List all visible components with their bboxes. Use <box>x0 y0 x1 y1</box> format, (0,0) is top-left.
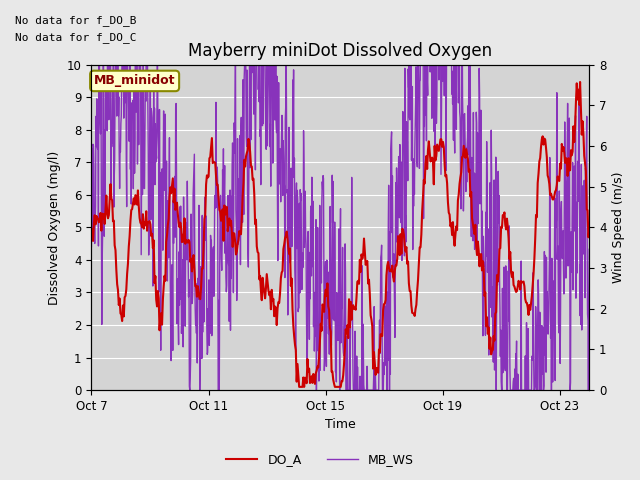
X-axis label: Time: Time <box>325 419 356 432</box>
DO_A <box>216 207 223 213</box>
Y-axis label: Dissolved Oxygen (mg/l): Dissolved Oxygen (mg/l) <box>48 150 61 304</box>
DO_A <box>295 384 303 390</box>
Title: Mayberry miniDot Dissolved Oxygen: Mayberry miniDot Dissolved Oxygen <box>188 42 492 60</box>
MB_WS <box>256 133 264 139</box>
MB_WS <box>106 9 114 15</box>
Line: MB_WS: MB_WS <box>92 12 589 390</box>
MB_WS <box>172 105 179 110</box>
MB_WS <box>586 246 593 252</box>
DO_A <box>586 228 593 233</box>
Line: DO_A: DO_A <box>92 82 589 387</box>
DO_A <box>314 364 321 370</box>
Legend: DO_A, MB_WS: DO_A, MB_WS <box>221 448 419 471</box>
DO_A <box>576 79 584 85</box>
MB_WS <box>360 387 368 393</box>
DO_A <box>463 151 471 157</box>
Text: No data for f_DO_C: No data for f_DO_C <box>15 32 136 43</box>
MB_WS <box>186 387 194 393</box>
DO_A <box>382 297 390 303</box>
DO_A <box>175 224 183 230</box>
Text: No data for f_DO_B: No data for f_DO_B <box>15 15 136 26</box>
DO_A <box>421 180 429 186</box>
MB_WS <box>154 106 162 111</box>
DO_A <box>88 229 95 235</box>
MB_WS <box>304 228 312 234</box>
Text: MB_minidot: MB_minidot <box>94 74 175 87</box>
MB_WS <box>350 387 358 393</box>
MB_WS <box>88 244 95 250</box>
Y-axis label: Wind Speed (m/s): Wind Speed (m/s) <box>612 172 625 283</box>
